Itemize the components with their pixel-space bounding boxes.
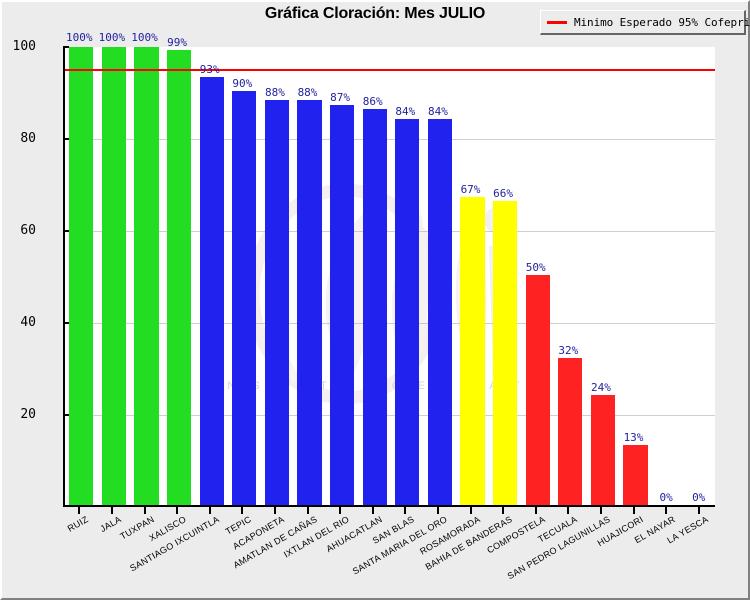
- y-tick-mark: [63, 138, 69, 140]
- bar-value-label: 100%: [98, 31, 126, 44]
- bar-value-label: 86%: [362, 95, 383, 109]
- bar[interactable]: [460, 196, 485, 505]
- bar-value-label: 0%: [659, 491, 673, 504]
- bar-value-label: 13%: [623, 431, 644, 445]
- bars-group: [65, 47, 715, 505]
- x-tick-mark: [502, 507, 505, 514]
- x-tick-mark: [306, 507, 309, 514]
- bar-value-label: 88%: [264, 86, 285, 100]
- gridline: [65, 139, 715, 140]
- bar-value-label: 0%: [692, 491, 706, 504]
- gridline: [65, 415, 715, 416]
- x-tick-mark: [371, 507, 374, 514]
- bar-value-label: 90%: [232, 77, 253, 90]
- bar[interactable]: [199, 77, 224, 505]
- bar[interactable]: [525, 275, 550, 505]
- x-tick-mark: [273, 507, 276, 514]
- legend-threshold-label: Minimo Esperado 95% Cofepris: [574, 15, 750, 29]
- x-tick-mark: [599, 507, 602, 514]
- bar[interactable]: [590, 394, 615, 505]
- y-tick-mark: [63, 322, 69, 324]
- bar[interactable]: [330, 104, 355, 505]
- threshold-line: [65, 69, 715, 71]
- bar[interactable]: [395, 118, 420, 505]
- y-tick-mark: [63, 414, 69, 416]
- x-tick-mark: [143, 507, 146, 514]
- x-tick-mark: [534, 507, 537, 514]
- bar-value-label: 100%: [131, 31, 158, 44]
- x-tick-mark: [567, 507, 570, 514]
- bar-value-label: 50%: [525, 261, 546, 274]
- y-axis-label: 80: [20, 131, 36, 146]
- bar[interactable]: [264, 100, 289, 505]
- bar[interactable]: [232, 91, 257, 505]
- legend-threshold-swatch-icon: [547, 20, 567, 24]
- bar-value-label: 84%: [395, 104, 416, 118]
- bar[interactable]: [167, 49, 192, 505]
- x-tick-mark: [339, 507, 342, 514]
- bar-value-label: 93%: [199, 63, 220, 77]
- x-tick-mark: [665, 507, 668, 514]
- bar-value-label: 32%: [558, 343, 579, 357]
- bar-value-label: 24%: [590, 380, 611, 394]
- x-tick-mark: [208, 507, 211, 514]
- bar[interactable]: [493, 201, 518, 505]
- x-tick-mark: [241, 507, 244, 514]
- x-axis-label: RUIZ: [66, 514, 91, 534]
- x-tick-mark: [404, 507, 407, 514]
- bar-value-label: 99%: [167, 35, 188, 49]
- gridline: [65, 231, 715, 232]
- gridline: [65, 323, 715, 324]
- y-axis-label: 40: [20, 315, 36, 330]
- bar[interactable]: [427, 118, 452, 505]
- x-tick-mark: [697, 507, 700, 514]
- bar[interactable]: [101, 47, 126, 505]
- x-tick-mark: [176, 507, 179, 514]
- y-tick-mark: [63, 230, 69, 232]
- page-title: Gráfica Cloración: Mes JULIO: [264, 5, 486, 22]
- bar[interactable]: [297, 100, 322, 505]
- bar[interactable]: [558, 357, 583, 505]
- bar-value-label: 88%: [297, 86, 318, 100]
- x-tick-mark: [436, 507, 439, 514]
- x-tick-mark: [632, 507, 635, 514]
- bar[interactable]: [623, 445, 648, 505]
- bar[interactable]: [362, 109, 387, 505]
- y-tick-mark: [63, 46, 69, 48]
- y-axis-label: 20: [20, 407, 36, 422]
- x-tick-mark: [110, 507, 113, 514]
- bar-value-label: 87%: [330, 90, 351, 104]
- x-tick-mark: [78, 507, 81, 514]
- bar-value-label: 67%: [460, 182, 481, 196]
- bar[interactable]: [134, 47, 159, 505]
- x-tick-mark: [469, 507, 472, 514]
- legend-box: Minimo Esperado 95% Cofepris: [540, 10, 750, 35]
- bar[interactable]: [69, 47, 94, 505]
- y-axis-label: 60: [20, 223, 36, 238]
- bar-value-label: 100%: [66, 31, 93, 44]
- bar-value-label: 84%: [427, 104, 448, 118]
- y-axis-label: 100: [12, 39, 36, 54]
- bar-value-label: 66%: [493, 187, 514, 201]
